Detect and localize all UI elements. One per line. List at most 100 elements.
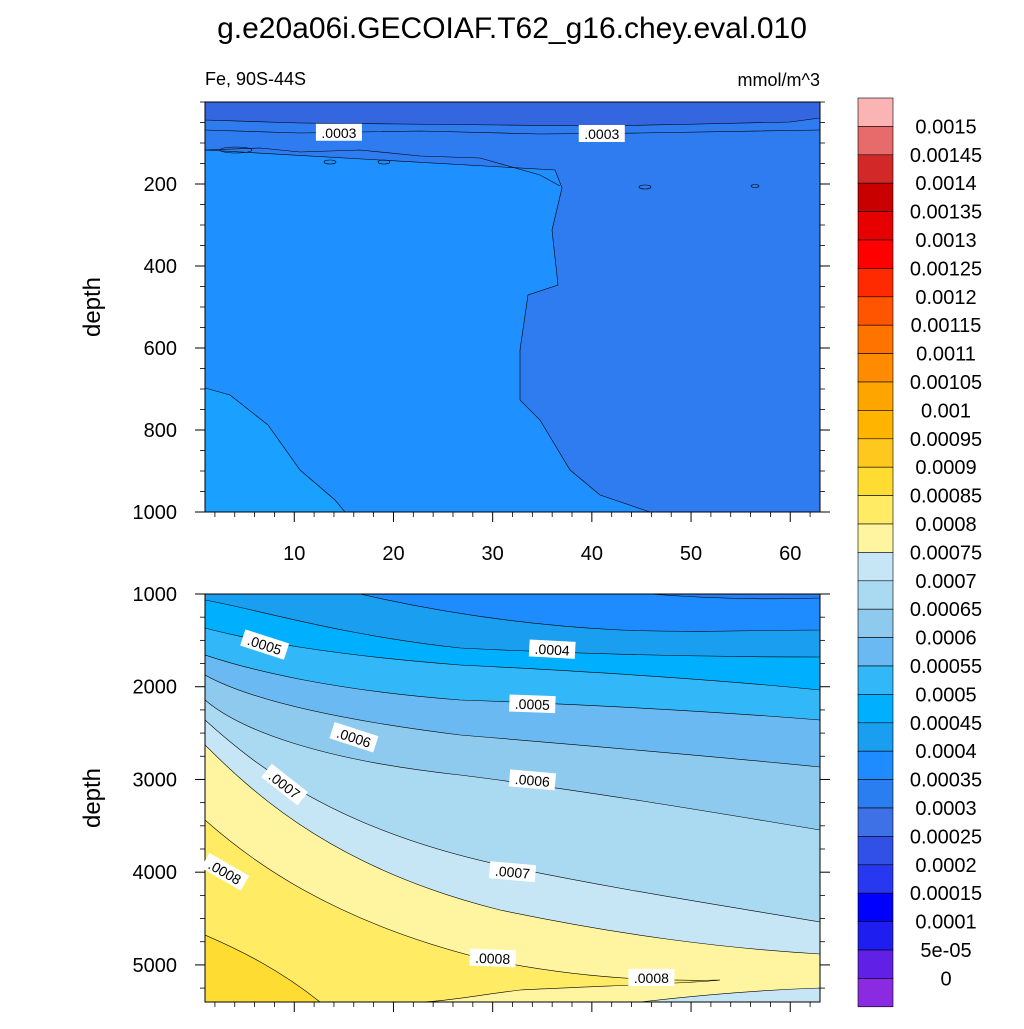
colorbar-label: 0.00125 — [910, 258, 982, 280]
colorbar-label: 0.00055 — [910, 656, 982, 678]
lower-y-tick-label: 1000 — [133, 584, 178, 606]
colorbar-swatch — [857, 978, 894, 1008]
lower-contour-label-bg — [628, 968, 675, 986]
lower-y-tick-label: 5000 — [133, 955, 178, 977]
upper-y-tick-label: 600 — [144, 338, 177, 360]
upper-fill-region-bottom-left — [205, 387, 346, 512]
lower-contour-label-bg — [200, 852, 250, 891]
colorbar-swatch — [857, 580, 894, 610]
colorbar-swatch — [857, 864, 894, 894]
lower-y-tick-label: 2000 — [133, 677, 178, 699]
upper-contour-label-bg — [578, 124, 625, 142]
upper-x-tick-label: 50 — [680, 543, 702, 565]
lower-contour-label-bg — [509, 694, 556, 714]
lower-contour-label-text: .0008 — [475, 950, 511, 967]
colorbar-label: 0.00065 — [910, 599, 982, 621]
colorbar-label: 0.0003 — [915, 798, 976, 820]
colorbar-label: 0.00115 — [911, 315, 982, 337]
lower-contour-label-bg — [508, 769, 557, 791]
upper-contour-labels: .0003 .0003 — [315, 123, 625, 142]
upper-fill-region-left — [205, 149, 651, 512]
colorbar-swatch — [857, 552, 894, 582]
upper-contour-island — [638, 184, 652, 190]
colorbar-label: 0.0015 — [915, 116, 976, 138]
colorbar-swatch — [857, 126, 894, 156]
colorbar-swatch — [857, 324, 894, 354]
colorbar-swatch — [857, 381, 894, 411]
upper-x-tick-label: 10 — [283, 543, 305, 565]
upper-contour-label-bg — [315, 123, 362, 141]
colorbar-label: 0.0006 — [915, 628, 976, 650]
lower-contour-label-bg — [528, 639, 576, 659]
upper-contour-label-text: .0003 — [321, 125, 356, 141]
colorbar-swatch — [857, 779, 894, 809]
lower-y-tick-label: 4000 — [133, 862, 178, 884]
colorbar-swatch — [857, 97, 894, 127]
colorbar-label: 0.0004 — [915, 741, 976, 763]
colorbar-swatch — [857, 353, 894, 383]
colorbar-label: 0.0001 — [915, 912, 976, 934]
upper-y-tick-label: 800 — [144, 420, 177, 442]
colorbar-swatch — [857, 268, 894, 298]
colorbar-swatch — [857, 211, 894, 241]
lower-axis-ticks: 1000 2000 3000 4000 5000 — [133, 584, 830, 1012]
upper-y-tick-label: 200 — [144, 174, 177, 196]
colorbar-label: 0.001 — [921, 400, 971, 422]
colorbar-label: 0.0011 — [916, 344, 976, 366]
colorbar-label: 0.0009 — [915, 457, 976, 479]
upper-contour-line — [205, 147, 561, 187]
colorbar-label: 0.0014 — [915, 173, 976, 195]
lower-contour-label-text: .0006 — [514, 771, 551, 790]
colorbar-swatch — [857, 154, 894, 184]
colorbar-label: 0.0007 — [915, 571, 976, 593]
lower-contour-label: .0008 — [469, 948, 516, 968]
colorbar-swatch — [857, 892, 894, 922]
colorbar-swatch — [857, 466, 894, 496]
colorbar-label: 0.00135 — [910, 202, 982, 224]
lower-contour-label-text: .0007 — [494, 863, 531, 882]
lower-contour-label: .0008 — [628, 968, 675, 986]
colorbar-label: 5e-05 — [920, 940, 971, 962]
upper-contour-island — [377, 159, 391, 165]
colorbar-label: 0.0008 — [915, 514, 976, 536]
colorbar-swatch — [857, 921, 894, 951]
colorbar-label: 0.0013 — [915, 230, 976, 252]
colorbar-swatch — [857, 523, 894, 553]
upper-x-tick-label: 30 — [482, 543, 504, 565]
colorbar-swatch — [857, 750, 894, 780]
colorbar-swatch — [857, 495, 894, 525]
units-label: mmol/m^3 — [738, 70, 820, 90]
lower-contour-labels: .0005.0004.0005.0006.0006.0007.0007.0008… — [200, 629, 675, 986]
lower-contour-label: .0005 — [509, 694, 556, 714]
upper-y-axis-label: depth — [79, 277, 106, 337]
lower-contour-label-bg — [329, 722, 379, 753]
variable-region-label: Fe, 90S-44S — [205, 69, 306, 89]
colorbar-label: 0.00025 — [910, 826, 982, 848]
lower-contour-label-text: .0008 — [634, 970, 669, 986]
colorbar-swatch — [857, 296, 894, 326]
colorbar-swatch — [857, 949, 894, 979]
colorbar-label: 0.00085 — [910, 486, 982, 508]
lower-contour-label: .0007 — [488, 861, 537, 883]
lower-contour-fill — [205, 594, 820, 1002]
colorbar-swatch — [857, 665, 894, 695]
colorbar-swatch — [857, 410, 894, 440]
colorbar-label: 0.00015 — [910, 883, 982, 905]
upper-fill-surface-layer — [205, 102, 820, 127]
colorbar-swatch — [857, 807, 894, 837]
colorbar-label: 0.00105 — [910, 372, 982, 394]
colorbar-label: 0.00075 — [910, 542, 982, 564]
upper-x-tick-label: 40 — [581, 543, 603, 565]
upper-x-tick-label: 20 — [382, 543, 404, 565]
upper-axis-ticks: 200 400 600 800 1000 10 20 30 40 50 60 — [133, 101, 830, 565]
lower-y-axis-label: depth — [79, 768, 106, 828]
colorbar-label: 0.00145 — [910, 145, 982, 167]
colorbar-swatch — [857, 182, 894, 212]
colorbar-label: 0.00035 — [910, 770, 982, 792]
upper-x-tick-label: 60 — [779, 543, 801, 565]
colorbar-swatch — [857, 438, 894, 468]
lower-fill-band — [205, 594, 820, 632]
colorbar-label: 0 — [940, 968, 951, 990]
